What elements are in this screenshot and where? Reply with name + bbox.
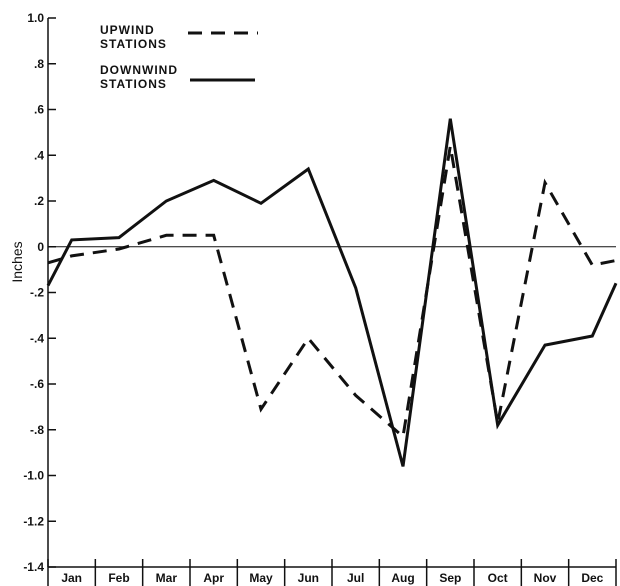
x-tick-label-dec: Dec [581,571,603,585]
x-tick-label-jul: Jul [347,571,364,585]
y-tick-label: -.8 [30,423,44,437]
y-tick-label: 0 [37,240,44,254]
y-tick-label: -.6 [30,377,44,391]
y-tick-label: .8 [34,57,44,71]
x-tick-label-aug: Aug [391,571,414,585]
x-tick-label-sep: Sep [439,571,461,585]
x-tick-label-mar: Mar [156,571,178,585]
x-tick-label-nov: Nov [534,571,557,585]
x-tick-label-apr: Apr [203,571,224,585]
y-tick-label: .4 [34,148,44,162]
legend-label-downwind: DOWNWIND STATIONS [100,63,178,91]
y-tick-label: .6 [34,103,44,117]
x-tick-label-oct: Oct [488,571,508,585]
upwind-series-line [47,145,617,440]
y-axis: 1.0 .8 .6 .4 .2 0 -.2 -.4 -.6 -.8 -1.0 -1.2 -1.4 [23,11,616,574]
x-tick-label-may: May [249,571,273,585]
y-tick-label: 1.0 [27,11,44,25]
y-tick-label: -1.2 [23,514,44,528]
legend-label-upwind: UPWIND STATIONS [100,23,167,51]
x-tick-label-jun: Jun [298,571,319,585]
x-tick-label-jan: Jan [61,571,82,585]
y-tick-label: -1.4 [23,560,44,574]
downwind-series-line [46,118,618,467]
y-axis-label: Inches [9,241,25,282]
x-axis: Jan Feb Mar Apr May Jun Jul Aug Sep Oct Nov Dec [47,559,617,586]
legend: UPWIND STATIONS DOWNWIND STATIONS [100,23,258,91]
y-tick-label: -.2 [30,286,44,300]
y-tick-label: .2 [34,194,44,208]
y-tick-label: -1.0 [23,469,44,483]
x-tick-label-feb: Feb [108,571,129,585]
y-tick-label: -.4 [30,331,44,345]
series-lines [46,118,618,467]
